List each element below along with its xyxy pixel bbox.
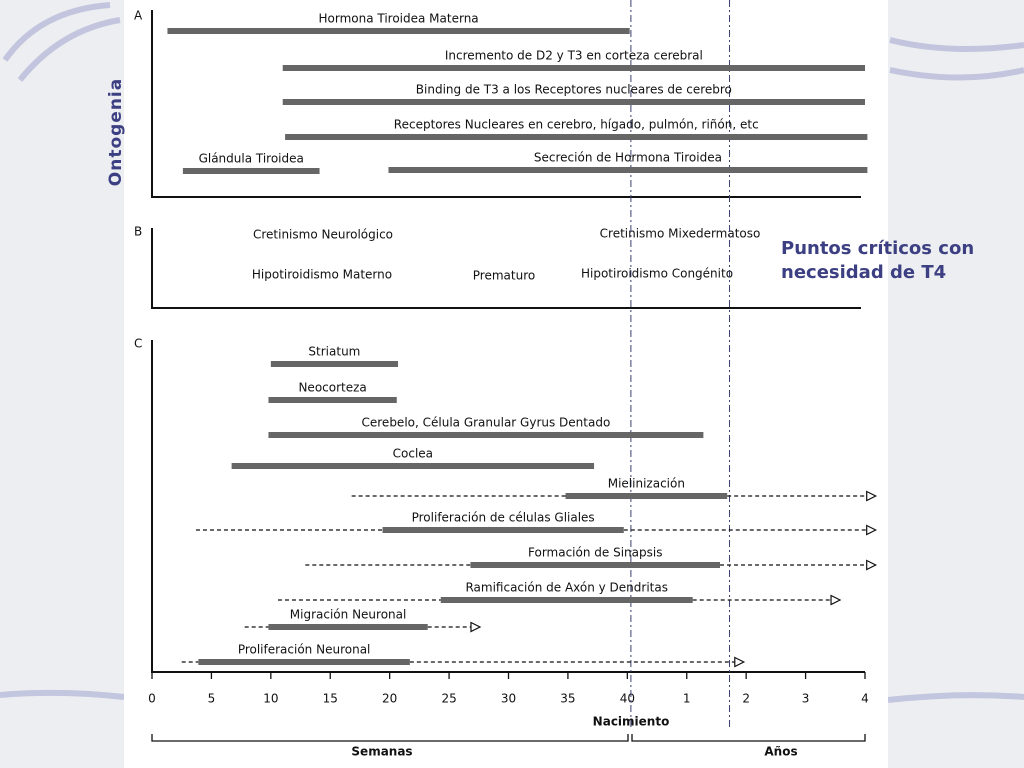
arrow-head: [470, 621, 482, 633]
swoosh: [889, 67, 1024, 81]
bar: [565, 493, 728, 499]
x-tick-label: 25: [441, 692, 456, 706]
bar: [282, 65, 865, 71]
bar-label: Cerebelo, Célula Granular Gyrus Dentado: [362, 416, 611, 430]
bar-label: Proliferación Neuronal: [238, 643, 371, 657]
x-tick-label: 4: [861, 692, 869, 706]
swoosh: [0, 689, 125, 700]
arrow-head: [830, 594, 842, 606]
arrow-head: [866, 490, 878, 502]
note-line: necesidad de T4: [781, 262, 946, 283]
bar-label: Hormona Tiroidea Materna: [318, 12, 478, 26]
bar-label: Striatum: [308, 345, 360, 359]
bar: [167, 28, 630, 34]
bar-label: Neocorteza: [298, 381, 366, 395]
figure-panel: [124, 0, 888, 768]
bar: [282, 99, 865, 105]
arrow-head: [866, 524, 878, 536]
x-tick-label: 15: [323, 692, 338, 706]
condition: Hipotiroidismo Materno: [252, 268, 392, 282]
x-tick-label: 3: [802, 692, 810, 706]
arrow-head: [734, 656, 746, 668]
x-tick-label: 40: [620, 692, 635, 706]
swoosh: [889, 37, 1024, 52]
x-tick-label: 20: [382, 692, 397, 706]
condition: Cretinismo Mixedermatoso: [600, 227, 761, 241]
swoosh: [2, 2, 111, 62]
bar: [182, 168, 320, 174]
bar-label: Coclea: [393, 447, 433, 461]
brackets: [151, 734, 866, 742]
bar: [440, 597, 693, 603]
x-tick-label: 5: [208, 692, 216, 706]
bar-label: Formación de Sinapsis: [528, 546, 662, 560]
bar: [231, 463, 595, 469]
bar: [268, 432, 704, 438]
swoosh: [17, 17, 121, 82]
bar: [268, 624, 428, 630]
bar-label: Glándula Tiroidea: [199, 152, 304, 166]
bar: [388, 167, 868, 173]
bar: [270, 361, 398, 367]
note-line: Puntos críticos con: [781, 238, 974, 259]
arrow-head: [866, 559, 878, 571]
bar-label: Incremento de D2 y T3 en corteza cerebra…: [445, 49, 703, 63]
x-tick-label: 2: [742, 692, 750, 706]
bar-label: Migración Neuronal: [290, 608, 407, 622]
frame: [151, 10, 861, 198]
bar-label: Proliferación de células Gliales: [412, 511, 595, 525]
x-tick-label: 0: [148, 692, 156, 706]
frame: [151, 228, 861, 309]
bracket: [631, 734, 866, 742]
x-tick-label: 10: [263, 692, 278, 706]
bar-label: Binding de T3 a los Receptores nucleares…: [416, 83, 732, 97]
x-tick-label: 35: [560, 692, 575, 706]
x-tick-label: 30: [501, 692, 516, 706]
decoration: [0, 2, 1024, 703]
bar-label: Ramificación de Axón y Dendritas: [465, 581, 668, 595]
bar-label: Secreción de Hormona Tiroidea: [534, 151, 722, 165]
condition: Hipotiroidismo Congénito: [581, 267, 733, 281]
bar: [470, 562, 721, 568]
bar: [285, 134, 868, 140]
bar: [382, 527, 624, 533]
panel-letter: C: [134, 337, 142, 351]
bar: [198, 659, 410, 665]
bracket: [151, 734, 629, 742]
axis-label: Semanas: [351, 745, 412, 759]
axis-label: Años: [764, 745, 797, 759]
bar-label: Mielinización: [608, 477, 685, 491]
panel-letter: B: [134, 225, 142, 239]
x-tick-label: 1: [683, 692, 691, 706]
bar: [268, 397, 397, 403]
swoosh: [887, 692, 1024, 703]
condition: Prematuro: [473, 269, 535, 283]
panel-letter: A: [134, 9, 143, 23]
condition: Cretinismo Neurológico: [253, 228, 393, 242]
bar-label: Receptores Nucleares en cerebro, hígado,…: [394, 118, 759, 132]
side-label: Ontogenia: [106, 78, 126, 186]
